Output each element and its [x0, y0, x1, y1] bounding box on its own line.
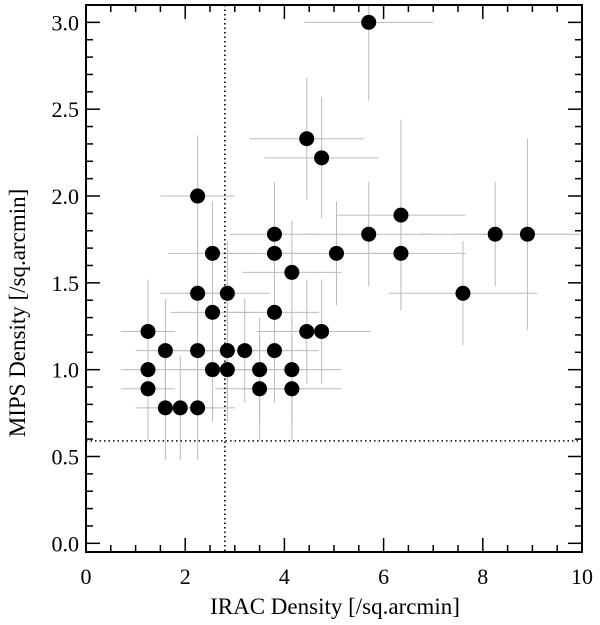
data-point [455, 285, 471, 301]
data-point [140, 323, 156, 339]
data-points [140, 14, 535, 416]
reference-lines [86, 5, 582, 552]
x-tick-label: 2 [180, 564, 191, 589]
x-tick-label: 6 [378, 564, 389, 589]
data-point [190, 400, 206, 416]
data-point [204, 304, 220, 320]
data-point [190, 343, 206, 359]
data-point [266, 226, 282, 242]
data-point [284, 264, 300, 280]
y-tick-label: 2.0 [52, 184, 80, 209]
data-point [299, 323, 315, 339]
data-point [266, 304, 282, 320]
plot-frame [85, 4, 583, 553]
data-point [284, 362, 300, 378]
data-point [314, 150, 330, 166]
y-tick-label: 0.5 [52, 444, 80, 469]
data-point [157, 400, 173, 416]
y-tick-label: 0.0 [52, 531, 80, 556]
data-point [172, 400, 188, 416]
data-point [361, 226, 377, 242]
data-point [314, 323, 330, 339]
data-point [266, 245, 282, 261]
data-point [190, 285, 206, 301]
x-tick-label: 8 [477, 564, 488, 589]
data-point [190, 188, 206, 204]
data-point [140, 362, 156, 378]
y-tick-label: 2.5 [52, 97, 80, 122]
y-tick-label: 1.0 [52, 358, 80, 383]
y-tick-label: 1.5 [52, 271, 80, 296]
x-tick-label: 10 [571, 564, 593, 589]
data-point [519, 226, 535, 242]
data-point [328, 245, 344, 261]
data-point [252, 381, 268, 397]
tick-labels: 0 2 4 6 8 10 0.0 0.5 1.0 1.5 2.0 2.5 3.0 [52, 10, 594, 589]
data-point [204, 245, 220, 261]
x-tick-label: 4 [279, 564, 290, 589]
x-axis-label: IRAC Density [/sq.arcmin] [210, 594, 460, 619]
data-point [284, 381, 300, 397]
axes [85, 4, 583, 553]
data-point [252, 362, 268, 378]
data-point [266, 343, 282, 359]
error-bars [120, 5, 582, 460]
data-point [219, 343, 235, 359]
data-point [487, 226, 503, 242]
data-point [204, 362, 220, 378]
data-point [237, 343, 253, 359]
data-point [299, 131, 315, 147]
y-tick-label: 3.0 [52, 10, 80, 35]
data-point [140, 381, 156, 397]
y-axis-label: MIPS Density [/sq.arcmin] [5, 189, 30, 438]
x-tick-label: 0 [81, 564, 92, 589]
data-point [219, 362, 235, 378]
data-point [393, 207, 409, 223]
data-point [393, 245, 409, 261]
data-point [219, 285, 235, 301]
data-point [361, 14, 377, 30]
data-point [157, 343, 173, 359]
